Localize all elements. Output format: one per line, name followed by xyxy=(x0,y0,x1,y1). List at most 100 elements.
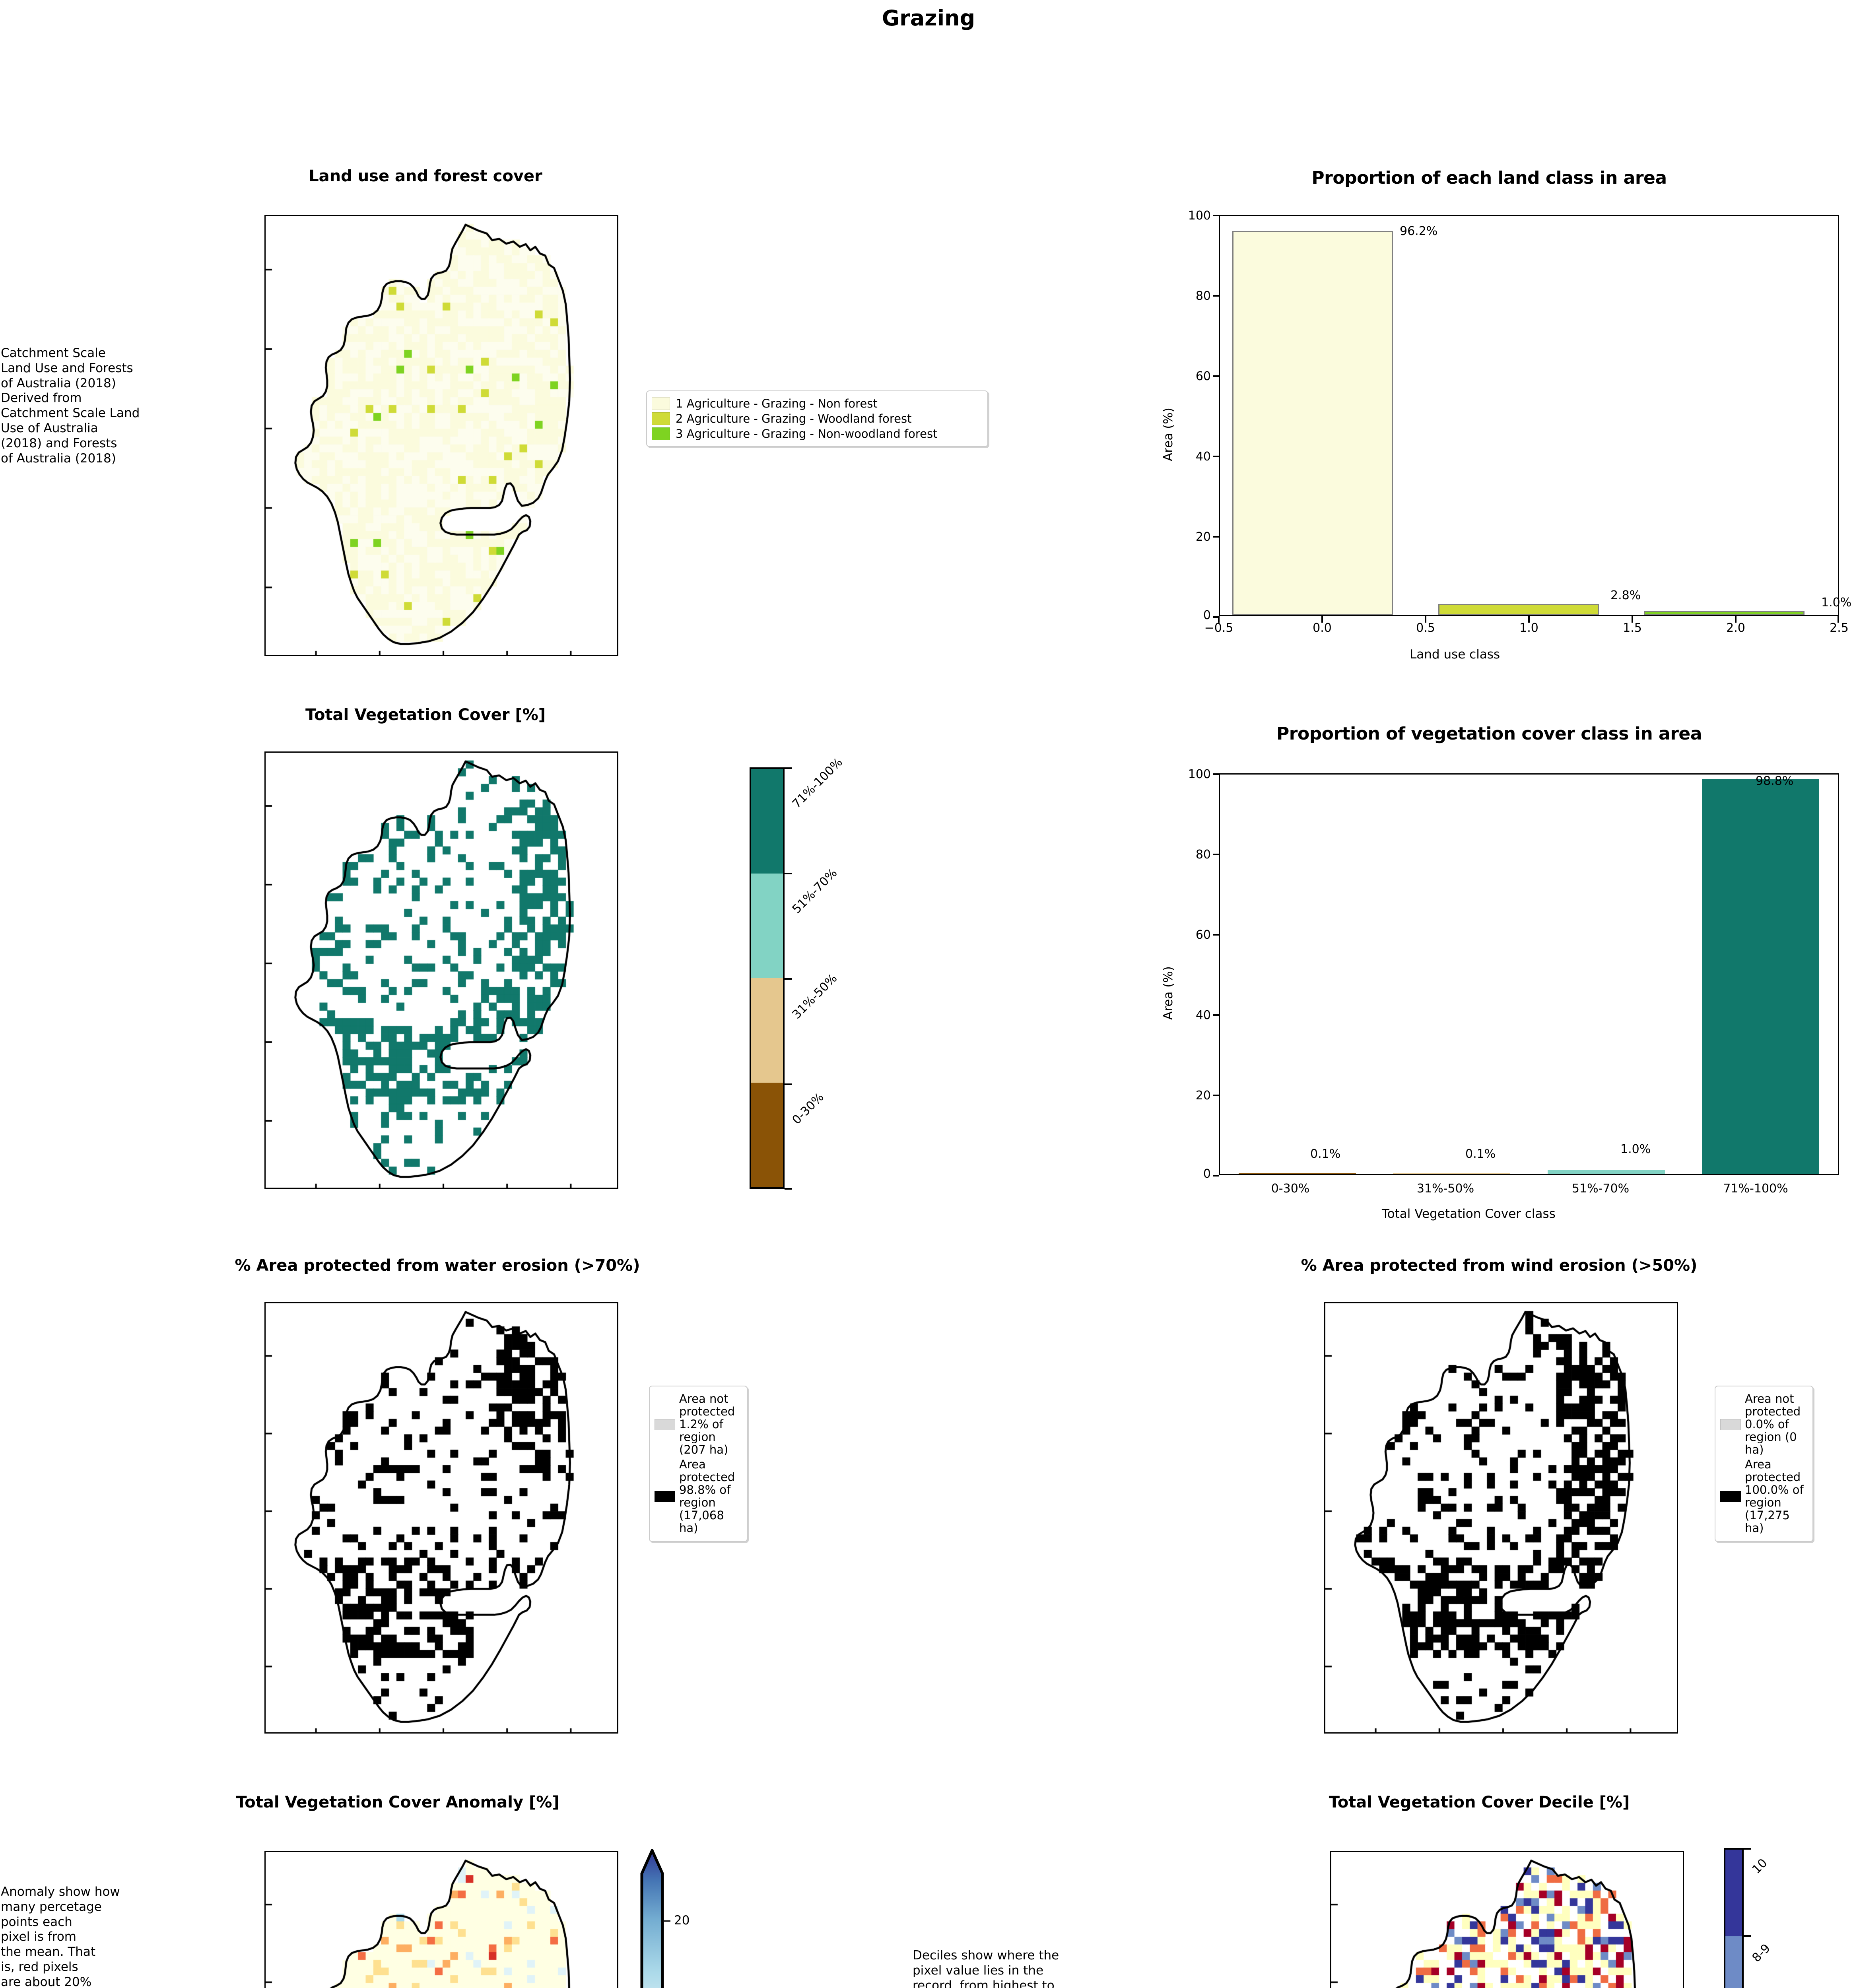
x-tick: 0.5 xyxy=(1416,621,1435,635)
wind-erosion-legend: Area not protected 0.0% of region (0 ha)… xyxy=(1715,1386,1813,1542)
bar-value-label: 1.0% xyxy=(1821,596,1852,610)
legend-label: Area not protected 1.2% of region (207 h… xyxy=(679,1392,735,1456)
x-tick: 2.5 xyxy=(1830,621,1849,635)
decile-label-8-9: 8-9 xyxy=(1749,1941,1773,1965)
colorbar-tick xyxy=(664,1920,670,1922)
land-use-swatch-1 xyxy=(652,397,670,410)
legend-item: 3 Agriculture - Grazing - Non-woodland f… xyxy=(652,427,983,441)
bar-land-class-1 xyxy=(1438,604,1599,615)
colorbar-label-71-100: 71%-100% xyxy=(789,755,845,811)
colorbar-segment-51-70 xyxy=(751,874,783,978)
colorbar-label-31-50: 31%-50% xyxy=(789,971,840,1022)
bar-value-label: 0.1% xyxy=(1465,1147,1496,1161)
colorbar-segment-8-9 xyxy=(1725,1936,1742,1988)
anomaly-tick-20: 20 xyxy=(674,1913,690,1928)
decile-colorbar xyxy=(1724,1848,1744,1988)
anomaly-colorbar-svg xyxy=(640,1847,664,1988)
anomaly-panel-title: Total Vegetation Cover Anomaly [%] xyxy=(236,1793,559,1811)
protected-swatch xyxy=(655,1491,675,1503)
legend-item: Area not protected 1.2% of region (207 h… xyxy=(655,1392,742,1456)
land-class-chart: Proportion of each land class in area 96… xyxy=(1121,159,1857,676)
legend-item: Area protected 100.0% of region (17,275 … xyxy=(1720,1458,1808,1534)
legend-label: 3 Agriculture - Grazing - Non-woodland f… xyxy=(676,427,938,441)
y-tick: 0 xyxy=(1203,1167,1211,1181)
decile-map[interactable] xyxy=(1330,1851,1684,1988)
water-erosion-map[interactable] xyxy=(264,1302,618,1734)
colorbar-label-0-30: 0-30% xyxy=(789,1090,827,1127)
legend-label: Area protected 100.0% of region (17,275 … xyxy=(1745,1458,1804,1535)
anomaly-colorbar xyxy=(640,1847,664,1988)
veg-class-plot-area xyxy=(1219,773,1839,1175)
not-protected-swatch xyxy=(1720,1419,1741,1430)
legend-label: 2 Agriculture - Grazing - Woodland fores… xyxy=(676,412,912,425)
colorbar-segment-71-100 xyxy=(751,769,783,874)
wind-erosion-map-canvas xyxy=(1325,1303,1677,1732)
colorbar-tick xyxy=(785,1188,792,1190)
colorbar-segment-0-30 xyxy=(751,1083,783,1187)
bar-land-class-2 xyxy=(1644,611,1805,615)
water-erosion-legend: Area not protected 1.2% of region (207 h… xyxy=(649,1386,748,1542)
land-use-swatch-2 xyxy=(652,412,670,425)
y-tick: 100 xyxy=(1188,209,1211,223)
land-use-map[interactable] xyxy=(264,215,618,656)
x-tick: −0.5 xyxy=(1204,621,1233,635)
y-tick: 60 xyxy=(1195,369,1211,383)
y-tick: 80 xyxy=(1195,289,1211,303)
land-use-panel-title: Land use and forest cover xyxy=(309,167,542,185)
land-use-legend: 1 Agriculture - Grazing - Non forest 2 A… xyxy=(646,390,988,447)
anomaly-map[interactable] xyxy=(264,1851,618,1988)
water-erosion-map-canvas xyxy=(266,1303,617,1732)
veg-cover-panel-title: Total Vegetation Cover [%] xyxy=(305,706,546,724)
bar-value-label: 0.1% xyxy=(1310,1147,1341,1161)
bar-value-label: 96.2% xyxy=(1400,224,1438,238)
y-tick: 40 xyxy=(1195,450,1211,464)
legend-item: 2 Agriculture - Grazing - Woodland fores… xyxy=(652,412,983,425)
colorbar-tick xyxy=(785,1083,792,1085)
colorbar-tick xyxy=(1744,1848,1751,1850)
y-tick: 20 xyxy=(1195,530,1211,544)
anomaly-note: Anomaly show how many percetage points e… xyxy=(1,1885,120,1988)
colorbar-tick xyxy=(785,978,792,980)
x-tick: 0.0 xyxy=(1313,621,1332,635)
veg-class-x-axis-label: Total Vegetation Cover class xyxy=(1382,1207,1556,1221)
y-tick: 100 xyxy=(1188,767,1211,781)
bar-veg-class-3 xyxy=(1702,779,1820,1174)
x-tick: 1.5 xyxy=(1623,621,1642,635)
legend-label: 1 Agriculture - Grazing - Non forest xyxy=(676,397,878,410)
decile-map-canvas xyxy=(1331,1852,1683,1988)
wind-erosion-panel-title: % Area protected from wind erosion (>50%… xyxy=(1301,1256,1698,1275)
land-use-map-canvas xyxy=(266,216,617,655)
bar-value-label: 1.0% xyxy=(1620,1142,1651,1156)
decile-label-10: 10 xyxy=(1749,1856,1770,1877)
decile-panel-title: Total Vegetation Cover Decile [%] xyxy=(1329,1793,1630,1811)
y-tick: 60 xyxy=(1195,928,1211,942)
bar-veg-class-0 xyxy=(1238,1173,1356,1174)
legend-label: Area protected 98.8% of region (17,068 h… xyxy=(679,1458,735,1535)
x-tick: 0-30% xyxy=(1271,1182,1310,1196)
veg-cover-map-canvas xyxy=(266,753,617,1188)
legend-item: Area not protected 0.0% of region (0 ha) xyxy=(1720,1392,1808,1456)
colorbar-tick xyxy=(1744,1935,1751,1937)
legend-label: Area not protected 0.0% of region (0 ha) xyxy=(1745,1392,1801,1456)
land-class-plot-area xyxy=(1219,215,1839,616)
x-tick: 71%-100% xyxy=(1723,1182,1788,1196)
anomaly-map-canvas xyxy=(266,1852,617,1988)
not-protected-swatch xyxy=(655,1419,675,1430)
wind-erosion-map[interactable] xyxy=(1324,1302,1678,1734)
land-class-chart-title: Proportion of each land class in area xyxy=(1311,168,1667,188)
bar-value-label: 2.8% xyxy=(1610,588,1641,602)
x-tick: 31%-50% xyxy=(1416,1182,1474,1196)
x-tick: 1.0 xyxy=(1519,621,1538,635)
veg-cover-map[interactable] xyxy=(264,751,618,1189)
protected-swatch xyxy=(1720,1491,1741,1503)
colorbar-segment-10 xyxy=(1725,1850,1742,1936)
legend-item: 1 Agriculture - Grazing - Non forest xyxy=(652,397,983,410)
colorbar-segment-31-50 xyxy=(751,978,783,1083)
page-title: Grazing xyxy=(882,6,975,31)
x-tick: 51%-70% xyxy=(1571,1182,1630,1196)
land-class-x-axis-label: Land use class xyxy=(1410,647,1500,662)
y-tick: 40 xyxy=(1195,1008,1211,1022)
veg-class-chart: Proportion of vegetation cover class in … xyxy=(1121,716,1857,1237)
x-tick: 2.0 xyxy=(1726,621,1745,635)
bar-veg-class-2 xyxy=(1547,1169,1665,1174)
